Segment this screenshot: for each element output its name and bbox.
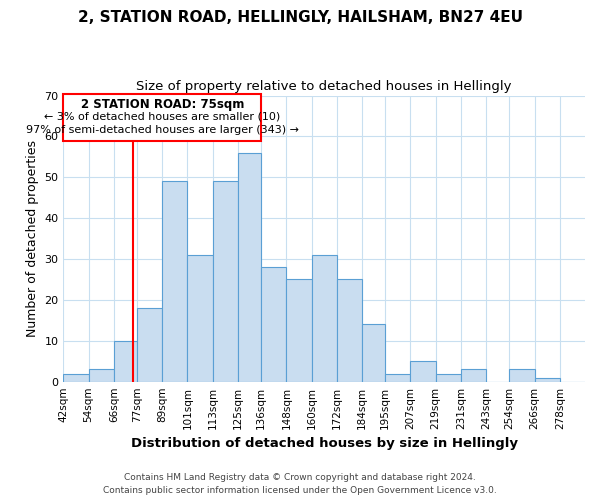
- Text: 97% of semi-detached houses are larger (343) →: 97% of semi-detached houses are larger (…: [26, 126, 299, 136]
- Bar: [238, 153, 261, 382]
- FancyBboxPatch shape: [64, 94, 261, 140]
- Y-axis label: Number of detached properties: Number of detached properties: [26, 140, 39, 337]
- Bar: [187, 255, 213, 382]
- Bar: [213, 182, 238, 382]
- Bar: [261, 267, 286, 382]
- Bar: [89, 370, 114, 382]
- X-axis label: Distribution of detached houses by size in Hellingly: Distribution of detached houses by size …: [131, 437, 518, 450]
- Bar: [137, 308, 162, 382]
- Title: Size of property relative to detached houses in Hellingly: Size of property relative to detached ho…: [136, 80, 512, 93]
- Bar: [286, 280, 311, 382]
- Bar: [509, 370, 535, 382]
- Text: 2, STATION ROAD, HELLINGLY, HAILSHAM, BN27 4EU: 2, STATION ROAD, HELLINGLY, HAILSHAM, BN…: [77, 10, 523, 25]
- Text: Contains HM Land Registry data © Crown copyright and database right 2024.
Contai: Contains HM Land Registry data © Crown c…: [103, 474, 497, 495]
- Bar: [385, 374, 410, 382]
- Bar: [410, 361, 436, 382]
- Bar: [362, 324, 385, 382]
- Bar: [64, 374, 89, 382]
- Bar: [114, 341, 137, 382]
- Text: 2 STATION ROAD: 75sqm: 2 STATION ROAD: 75sqm: [80, 98, 244, 112]
- Bar: [461, 370, 486, 382]
- Bar: [162, 182, 187, 382]
- Bar: [311, 255, 337, 382]
- Bar: [535, 378, 560, 382]
- Bar: [337, 280, 362, 382]
- Bar: [436, 374, 461, 382]
- Text: ← 3% of detached houses are smaller (10): ← 3% of detached houses are smaller (10): [44, 112, 280, 122]
